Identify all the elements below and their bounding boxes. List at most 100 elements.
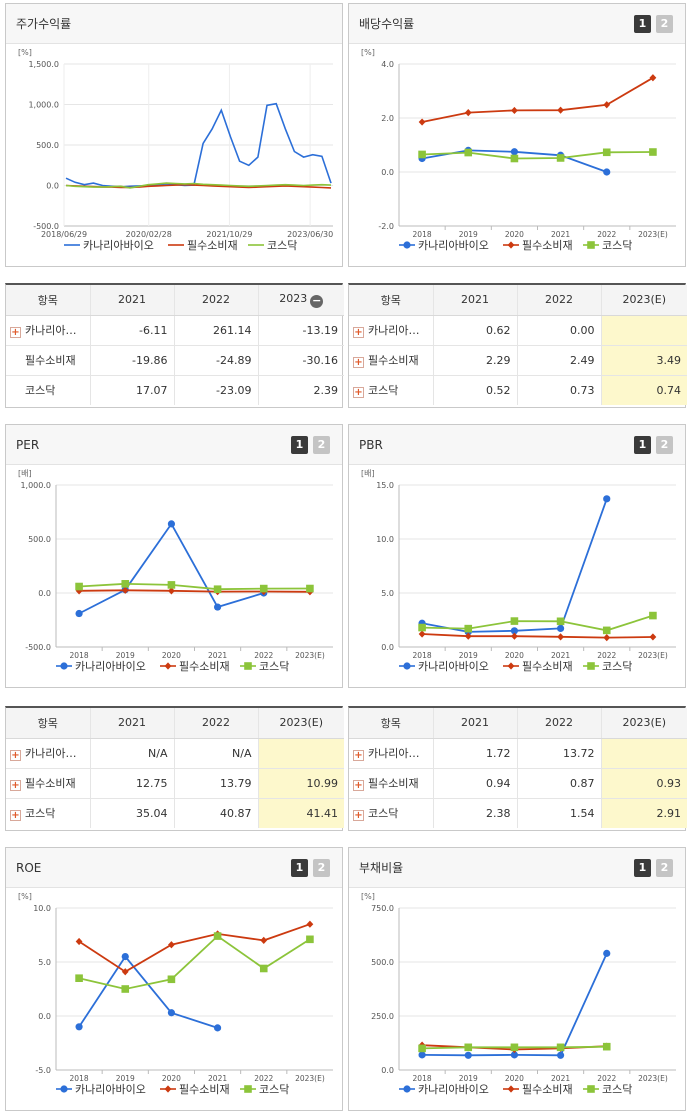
expand-plus-icon[interactable]: + bbox=[10, 780, 21, 791]
data-point bbox=[418, 630, 426, 638]
data-point bbox=[167, 975, 176, 984]
panel-title: 주가수익률 bbox=[6, 4, 342, 44]
row-label-cell[interactable]: + 카나리아… bbox=[6, 315, 91, 346]
value-cell: 12.75 bbox=[90, 768, 175, 799]
expand-plus-icon[interactable]: + bbox=[353, 357, 364, 368]
data-point bbox=[403, 662, 411, 670]
value-cell: 0.93 bbox=[601, 768, 687, 799]
table-row: + 필수소비재 12.75 13.79 10.99 bbox=[6, 768, 344, 799]
y-tick-label: -500.0 bbox=[33, 222, 59, 231]
row-label: 코스닥 bbox=[368, 384, 399, 398]
series-line bbox=[422, 614, 654, 632]
legend-label: 코스닥 bbox=[259, 1083, 289, 1096]
row-label-cell[interactable]: + 필수소비재 bbox=[6, 768, 91, 799]
table-row: + 필수소비재 0.94 0.87 0.93 bbox=[349, 768, 687, 799]
data-point bbox=[306, 935, 314, 944]
pager: 1 2 bbox=[291, 859, 330, 877]
value-cell bbox=[258, 738, 344, 769]
data-point bbox=[603, 101, 611, 109]
page-2-button[interactable]: 2 bbox=[656, 859, 673, 877]
expand-plus-icon[interactable]: + bbox=[10, 327, 21, 338]
column-header: 2022 bbox=[517, 285, 602, 316]
expand-plus-icon[interactable]: + bbox=[353, 387, 364, 399]
row-label: 카나리아… bbox=[368, 747, 420, 760]
data-point bbox=[121, 580, 130, 588]
data-point bbox=[167, 520, 176, 528]
x-tick-label: 2018 bbox=[413, 1074, 432, 1083]
data-point bbox=[213, 932, 222, 940]
column-header: 2022 bbox=[517, 708, 602, 739]
table-header-row: 항목 2021 2022 2023− bbox=[6, 285, 344, 316]
data-point bbox=[649, 611, 657, 620]
row-label-cell[interactable]: + 코스닥 bbox=[349, 375, 434, 405]
column-header: 항목 bbox=[6, 708, 91, 739]
pbr-table: 항목 2021 2022 2023(E) + 카나리아… 1.72 13.72 + 필수소비재 0.… bbox=[349, 708, 687, 828]
data-point bbox=[75, 1023, 83, 1031]
expand-plus-icon[interactable]: + bbox=[353, 780, 364, 791]
legend-label: 코스닥 bbox=[259, 660, 289, 673]
value-cell: 0.52 bbox=[433, 375, 518, 405]
data-point bbox=[602, 626, 611, 635]
expand-plus-icon[interactable]: + bbox=[353, 750, 364, 761]
y-tick-label: 10.0 bbox=[33, 904, 51, 913]
data-point bbox=[510, 1043, 519, 1052]
data-point bbox=[418, 1051, 426, 1059]
row-label: 카나리아… bbox=[25, 324, 77, 337]
price-return-table-panel: 항목 2021 2022 2023− + 카나리아… -6.11 261.14 -13.19 필수… bbox=[5, 283, 344, 408]
expand-plus-icon[interactable]: + bbox=[10, 750, 21, 761]
row-label-cell[interactable]: + 필수소비재 bbox=[349, 345, 434, 376]
value-cell: -23.09 bbox=[174, 375, 259, 405]
expand-plus-icon[interactable]: + bbox=[10, 810, 21, 822]
expand-plus-icon[interactable]: + bbox=[353, 327, 364, 338]
x-tick-label: 2018 bbox=[413, 230, 432, 239]
legend-label: 필수소비재 bbox=[522, 239, 573, 252]
data-point bbox=[464, 148, 473, 157]
page-1-button[interactable]: 1 bbox=[291, 859, 308, 877]
column-header-label: 항목 bbox=[380, 293, 401, 307]
page-2-button[interactable]: 2 bbox=[313, 436, 330, 454]
data-point bbox=[164, 662, 172, 670]
x-tick-label: 2023/06/30 bbox=[287, 230, 333, 239]
row-label-cell[interactable]: + 카나리아… bbox=[349, 738, 434, 769]
x-tick-label: 2020/02/28 bbox=[126, 230, 172, 239]
row-label-cell[interactable]: + 카나리아… bbox=[6, 738, 91, 769]
column-header: 항목 bbox=[349, 285, 434, 316]
debt-ratio-panel: 부채비율 1 2 [%] 750.0 500.0 250.0 0.0 2018 2019 20… bbox=[348, 847, 686, 1111]
column-header-label: 2022 bbox=[202, 716, 230, 730]
column-header-label: 2021 bbox=[118, 716, 146, 730]
x-tick-label: 2021 bbox=[551, 1074, 570, 1083]
row-label-cell[interactable]: + 코스닥 bbox=[349, 798, 434, 828]
x-tick-label: 2018 bbox=[413, 651, 432, 660]
collapse-icon[interactable]: − bbox=[310, 293, 324, 308]
page-1-button[interactable]: 1 bbox=[634, 859, 651, 877]
legend-label: 카나리아바이오 bbox=[75, 1083, 146, 1096]
row-label-cell: 필수소비재 bbox=[6, 345, 91, 376]
roe-chart: [%]10.0 5.0 0.0 -5.0 2018 2019 2020 2021 2022 202… bbox=[18, 892, 333, 1096]
y-tick-label: 4.0 bbox=[381, 60, 394, 69]
column-header: 2021 bbox=[433, 285, 518, 316]
value-cell: 2.29 bbox=[433, 345, 518, 376]
row-label-cell[interactable]: + 필수소비재 bbox=[349, 768, 434, 799]
column-header-label: 항목 bbox=[380, 716, 401, 730]
value-cell: 40.87 bbox=[174, 798, 259, 828]
legend-label: 카나리아바이오 bbox=[75, 660, 146, 673]
page-2-button[interactable]: 2 bbox=[656, 15, 673, 33]
page-2-button[interactable]: 2 bbox=[313, 859, 330, 877]
x-tick-label: 2023(E) bbox=[638, 1074, 668, 1083]
x-tick-label: 2020 bbox=[505, 230, 524, 239]
expand-plus-icon[interactable]: + bbox=[353, 810, 364, 822]
page-1-button[interactable]: 1 bbox=[291, 436, 308, 454]
series-line bbox=[78, 934, 311, 990]
page-1-button[interactable]: 1 bbox=[634, 436, 651, 454]
column-header: 항목 bbox=[6, 285, 91, 316]
price-return-table: 항목 2021 2022 2023− + 카나리아… -6.11 261.14 -13.19 필수… bbox=[6, 285, 344, 405]
data-point bbox=[213, 585, 222, 594]
value-cell: 1.54 bbox=[517, 798, 602, 828]
pbr-chart: [배]15.0 10.0 5.0 0.0 2018 2019 2020 2021 2022 202… bbox=[361, 469, 676, 673]
page-2-button[interactable]: 2 bbox=[656, 436, 673, 454]
data-point bbox=[587, 662, 595, 670]
page-1-button[interactable]: 1 bbox=[634, 15, 651, 33]
value-cell: 0.74 bbox=[601, 375, 687, 405]
row-label-cell[interactable]: + 코스닥 bbox=[6, 798, 91, 828]
row-label-cell[interactable]: + 카나리아… bbox=[349, 315, 434, 346]
